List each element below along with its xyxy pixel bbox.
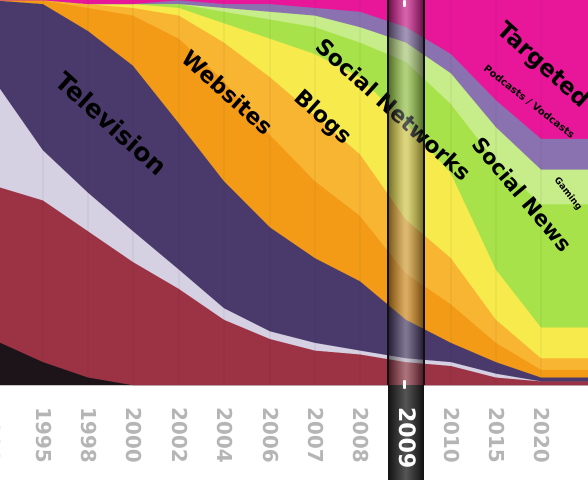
slider-bottom-grip[interactable]	[403, 380, 406, 389]
x-tick-2000: 2000	[121, 407, 145, 463]
x-tick-2008: 2008	[348, 407, 372, 463]
x-tick-2002: 2002	[167, 407, 191, 463]
x-axis: 1990 1995 1998 2000 2002 2004 2006 2007 2008 2009…	[0, 407, 553, 468]
x-tick-1998: 1998	[76, 407, 100, 463]
area-targeted	[0, 0, 588, 139]
x-tick-2007: 2007	[303, 407, 327, 463]
x-tick-1995: 1995	[31, 407, 55, 463]
slider-top-grip[interactable]	[403, 0, 406, 7]
x-tick-2010: 2010	[439, 407, 463, 463]
x-tick-2009: 2009	[393, 407, 418, 468]
area-series-group	[0, 0, 588, 386]
x-tick-2004: 2004	[212, 407, 236, 463]
slider-handle[interactable]	[388, 385, 424, 480]
x-tick-2020: 2020	[529, 407, 553, 463]
slider-glare	[388, 0, 424, 385]
x-tick-2015: 2015	[484, 407, 508, 463]
x-tick-1990: 1990	[0, 407, 4, 463]
year-gridlines	[42, 0, 542, 385]
x-tick-2006: 2006	[258, 407, 282, 463]
year-slider[interactable]	[387, 0, 425, 480]
